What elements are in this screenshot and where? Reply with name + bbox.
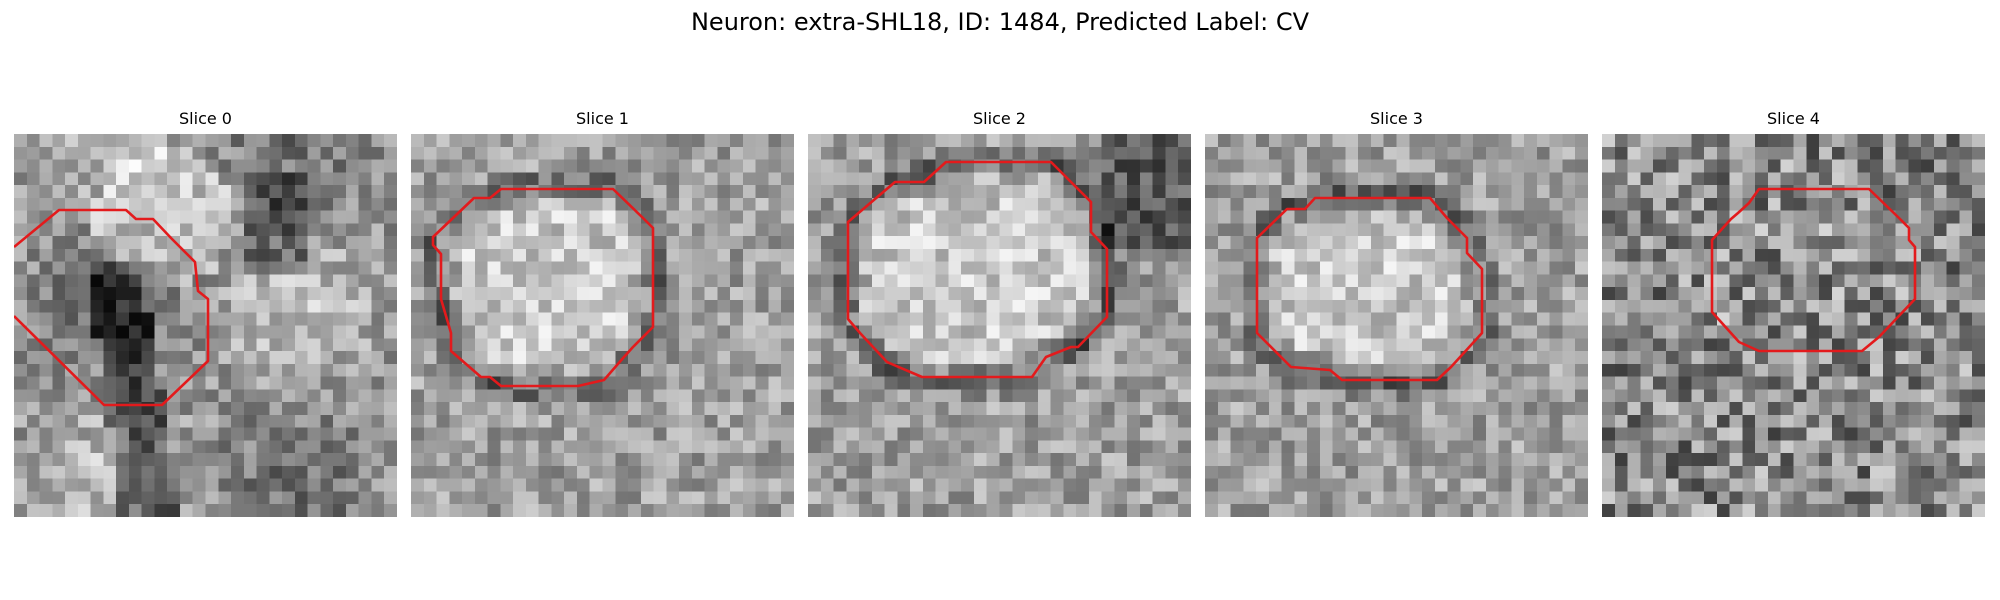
slice-title: Slice 3 <box>1370 109 1423 128</box>
slice-title: Slice 4 <box>1767 109 1820 128</box>
slice-panel-4: Slice 4 <box>1602 108 1985 520</box>
slice-title: Slice 0 <box>179 109 232 128</box>
slice-image <box>1205 134 1588 517</box>
slice-panel-3: Slice 3 <box>1205 108 1588 520</box>
pixel-grid <box>1205 134 1588 517</box>
neuron-contour <box>846 160 1109 379</box>
pixel-grid <box>14 134 397 517</box>
slice-panel-2: Slice 2 <box>808 108 1191 520</box>
figure-title: Neuron: extra-SHL18, ID: 1484, Predicted… <box>690 8 1310 36</box>
slice-image <box>411 134 794 517</box>
pixel-grid <box>411 134 794 517</box>
slice-panel-0: Slice 0 <box>14 108 397 520</box>
neuron-contour <box>431 187 655 388</box>
slice-panel-1: Slice 1 <box>411 108 794 520</box>
neuron-contour <box>14 208 210 407</box>
neuron-contour <box>1710 187 1917 353</box>
pixel-grid <box>808 134 1191 517</box>
slice-title: Slice 2 <box>973 109 1026 128</box>
slice-image <box>14 134 397 517</box>
slice-image <box>808 134 1191 517</box>
slice-title: Slice 1 <box>576 109 629 128</box>
pixel-grid <box>1602 134 1985 517</box>
slice-image <box>1602 134 1985 517</box>
neuron-contour <box>1255 196 1484 382</box>
